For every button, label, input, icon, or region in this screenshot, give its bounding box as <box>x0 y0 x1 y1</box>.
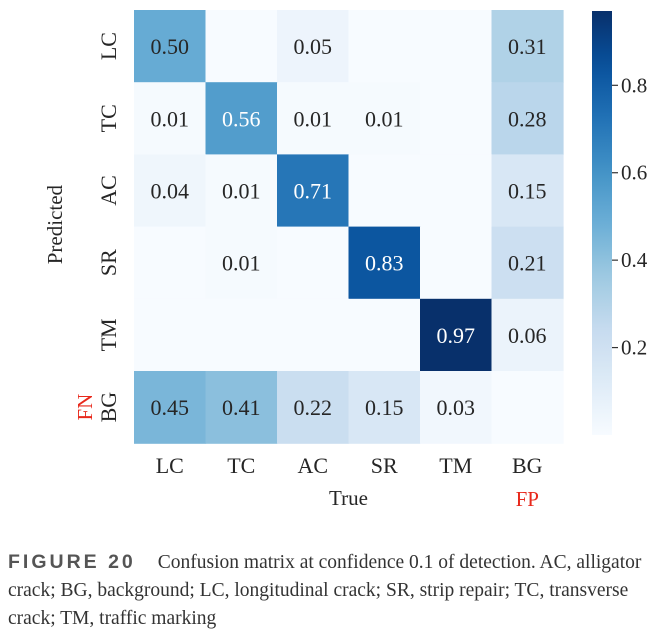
heatmap-cell-r5-c4 <box>420 371 493 444</box>
y-tick-label: BG <box>96 392 121 423</box>
x-tick-label: LC <box>156 453 184 478</box>
heatmap-cell-r2-c4 <box>420 154 493 228</box>
caption-text: Confusion matrix at confidence 0.1 of de… <box>8 552 642 629</box>
heatmap-cell-r1-c1 <box>205 82 278 155</box>
heatmap-cell-r1-c3 <box>348 82 421 155</box>
heatmap-cell-r2-c3 <box>348 154 421 228</box>
cell-label-r3-c3: 0.83 <box>365 251 404 276</box>
colorbar-tick-label: 0.8 <box>621 73 647 97</box>
heatmap-cell-r3-c5 <box>491 226 564 300</box>
cell-label-r2-c2: 0.71 <box>294 179 333 204</box>
cell-label-r3-c1: 0.01 <box>222 251 261 276</box>
y-tick-label: TC <box>96 104 121 132</box>
heatmap-cell-r3-c2 <box>277 226 350 300</box>
cell-label-r3-c5: 0.21 <box>508 251 547 276</box>
heatmap-cell-r1-c2 <box>277 82 350 155</box>
colorbar-tick-label: 0.6 <box>621 161 647 185</box>
y-tick-label: SR <box>96 249 121 276</box>
x-tick-label: AC <box>297 453 328 478</box>
cell-label-r4-c5: 0.06 <box>508 323 547 348</box>
heatmap-cell-r1-c4 <box>420 82 493 155</box>
cell-label-r0-c0: 0.50 <box>151 34 190 59</box>
heatmap-cell-r2-c0 <box>134 154 207 228</box>
heatmap-cell-r5-c0 <box>134 371 207 444</box>
heatmap-cell-r4-c0 <box>134 298 207 372</box>
heatmap-cell-r0-c5 <box>491 10 564 83</box>
figure-caption: FIGURE 20 Confusion matrix at confidence … <box>8 548 668 633</box>
cell-label-r1-c0: 0.01 <box>151 106 190 131</box>
heatmap-cell-r1-c5 <box>491 82 564 155</box>
heatmap-cell-r4-c1 <box>205 298 278 372</box>
x-tick-label: SR <box>371 453 398 478</box>
heatmap-cell-r3-c4 <box>420 226 493 300</box>
y-tick-label: AC <box>96 175 121 206</box>
heatmap-cell-r3-c3 <box>348 226 421 300</box>
cell-label-r2-c1: 0.01 <box>222 179 261 204</box>
cell-label-r2-c5: 0.15 <box>508 179 547 204</box>
colorbar-tick-label: 0.4 <box>621 248 648 272</box>
cell-label-r0-c2: 0.05 <box>294 34 333 59</box>
x-tick-label: TC <box>227 453 255 478</box>
heatmap-cell-r2-c1 <box>205 154 278 228</box>
fp-label: FP <box>516 487 539 511</box>
colorbar-tick-label: 0.2 <box>621 336 647 360</box>
cell-label-r5-c3: 0.15 <box>365 395 404 420</box>
figure-label: FIGURE 20 <box>8 551 136 573</box>
heatmap-cell-r1-c0 <box>134 82 207 155</box>
cell-label-r5-c2: 0.22 <box>294 395 333 420</box>
cell-label-r1-c3: 0.01 <box>365 106 404 131</box>
cell-label-r2-c0: 0.04 <box>151 179 190 204</box>
heatmap-cell-r3-c0 <box>134 226 207 300</box>
y-tick-label: TM <box>96 318 121 351</box>
fn-label: FN <box>73 394 97 421</box>
y-axis-label: Predicted <box>43 184 67 264</box>
x-axis-label: True <box>329 486 368 510</box>
heatmap-cell-r0-c0 <box>134 10 207 83</box>
y-tick-label: LC <box>96 32 121 60</box>
x-tick-label: BG <box>512 453 543 478</box>
confusion-matrix-chart: 0.50 0.05 0.31 0.01 0.56 0.01 0.01 0.28 0.04 0.01… <box>43 10 648 511</box>
cell-label-r5-c1: 0.41 <box>222 395 261 420</box>
heatmap-cell-r4-c2 <box>277 298 350 372</box>
cell-label-r5-c4: 0.03 <box>437 395 476 420</box>
heatmap-cell-r5-c1 <box>205 371 278 444</box>
heatmap-cell-r0-c1 <box>205 10 278 83</box>
cell-label-r1-c1: 0.56 <box>222 106 261 131</box>
colorbar <box>592 11 612 435</box>
heatmap-cell-r5-c2 <box>277 371 350 444</box>
heatmap-cell-r0-c4 <box>420 10 493 83</box>
x-tick-label: TM <box>439 453 472 478</box>
heatmap-cell-r4-c3 <box>348 298 421 372</box>
heatmap-cell-r2-c5 <box>491 154 564 228</box>
heatmap-cell-r3-c1 <box>205 226 278 300</box>
heatmap-cell-r5-c5 <box>491 371 564 444</box>
cell-label-r1-c5: 0.28 <box>508 106 547 131</box>
cell-label-r1-c2: 0.01 <box>294 106 333 131</box>
heatmap-cell-r4-c4 <box>420 298 493 372</box>
heatmap-cell-r2-c2 <box>277 154 350 228</box>
cell-label-r4-c4: 0.97 <box>437 323 476 348</box>
heatmap-cell-r0-c2 <box>277 10 350 83</box>
heatmap-cell-r0-c3 <box>348 10 421 83</box>
heatmap-cell-r5-c3 <box>348 371 421 444</box>
cell-label-r5-c0: 0.45 <box>151 395 190 420</box>
cell-label-r0-c5: 0.31 <box>508 34 547 59</box>
heatmap-cell-r4-c5 <box>491 298 564 372</box>
